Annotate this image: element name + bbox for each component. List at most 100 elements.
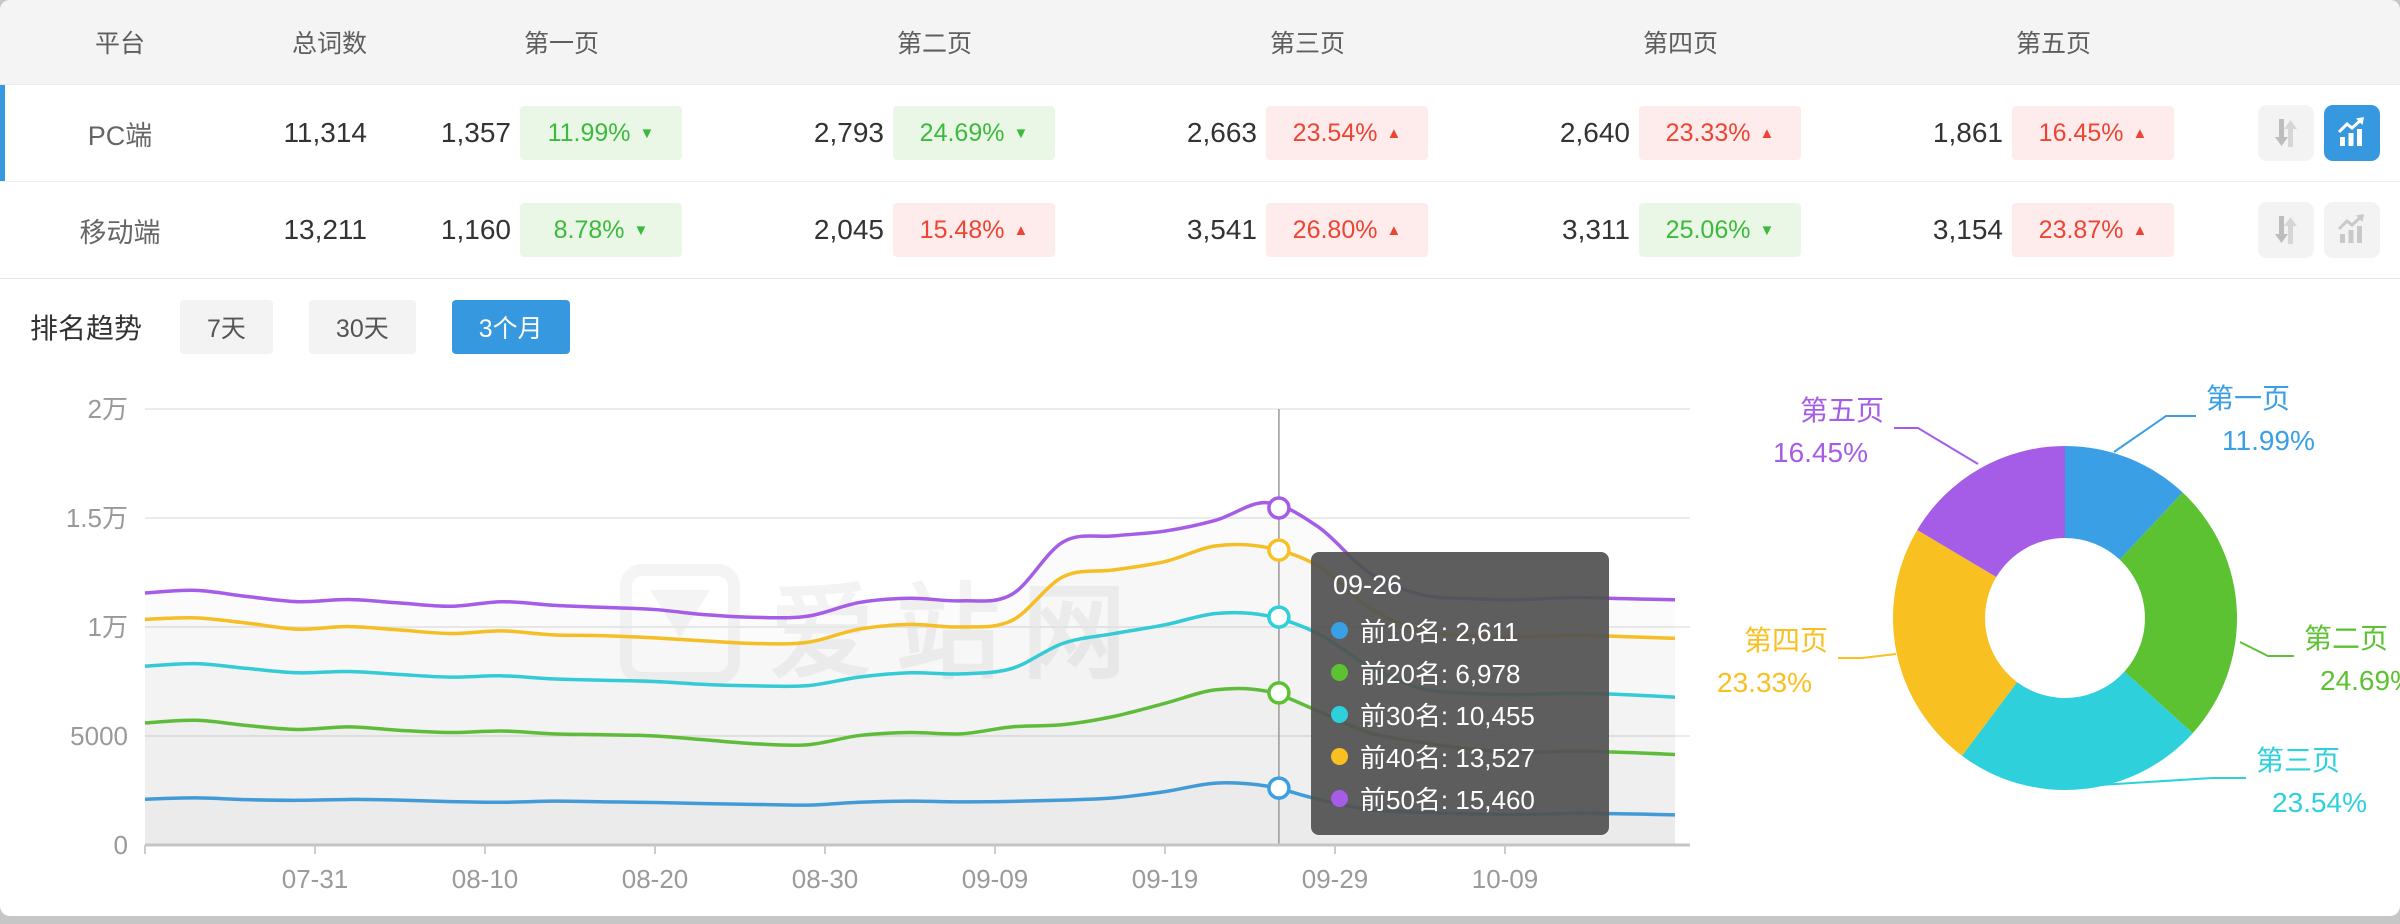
table-body: PC端 11,314 1,357 11.99% ▼ 2,793 24.69% ▼ 2,663 23… — [0, 85, 2400, 279]
x-axis-label: 08-10 — [452, 864, 519, 894]
page-3-cell: 3,541 26.80% ▲ — [1121, 203, 1494, 257]
arrow-down-icon: ▼ — [1759, 221, 1775, 239]
charts-region: 爱站网 050001万1.5万2万07-3108-1008-2008-3009-… — [0, 370, 2400, 916]
change-percent: 23.87% — [2038, 215, 2124, 244]
change-percent: 23.33% — [1665, 118, 1751, 147]
trend-range-tabs: 7天 30天 3个月 — [180, 300, 570, 354]
arrow-up-icon: ▲ — [1759, 124, 1775, 142]
tooltip-item: 前20名: 6,978 — [1331, 651, 1589, 693]
page-distribution-donut-chart[interactable]: 第一页 11.99% 第二页 24.69% 第三页 23.54% 第四页 23.33% 第五页 1… — [1700, 370, 2400, 916]
change-badge: 24.69% ▼ — [893, 106, 1055, 160]
donut-slice-第三页[interactable] — [1961, 671, 2193, 790]
arrow-up-icon: ▲ — [2132, 124, 2148, 142]
trend-title: 排名趋势 — [30, 313, 143, 344]
arrow-up-icon: ▲ — [1386, 221, 1402, 239]
donut-label-percent: 11.99% — [2222, 425, 2315, 456]
y-axis-label: 1.5万 — [66, 503, 128, 533]
row-actions — [2240, 202, 2400, 258]
chart-tooltip: 09-26 前10名: 2,611 前20名: 6,978 前30名: 10,455 前… — [1311, 552, 1609, 835]
table-col-header-2: 第一页 — [523, 30, 599, 58]
y-axis-label: 2万 — [88, 394, 128, 424]
donut-slice-第二页[interactable] — [2119, 492, 2237, 734]
x-axis-label: 07-31 — [282, 864, 349, 894]
label-line-第四页 — [1838, 653, 1897, 659]
table-col-header-0: 平台 — [94, 30, 145, 58]
tooltip-item-text: 前40名: 13,527 — [1360, 742, 1535, 773]
label-line-第一页 — [2113, 415, 2196, 453]
sort-arrows-icon — [2275, 216, 2297, 244]
hover-marker-前40名 — [1267, 538, 1291, 562]
page-5-cell: 3,154 23.87% ▲ — [1867, 203, 2240, 257]
series-dot-icon — [1331, 789, 1348, 807]
series-dot-icon — [1331, 705, 1348, 723]
change-badge: 26.80% ▲ — [1266, 203, 1428, 257]
donut-label-percent: 23.54% — [2272, 787, 2367, 818]
change-percent: 26.80% — [1292, 215, 1378, 244]
page-count: 3,154 — [1932, 214, 2003, 245]
arrow-up-icon: ▲ — [1386, 124, 1402, 142]
tooltip-item-text: 前10名: 2,611 — [1360, 616, 1519, 647]
series-dot-icon — [1331, 663, 1348, 681]
donut-slice-第五页[interactable] — [1917, 446, 2065, 578]
change-badge: 25.06% ▼ — [1639, 203, 1801, 257]
page-2-cell: 2,793 24.69% ▼ — [748, 106, 1121, 160]
x-axis-label: 08-30 — [792, 864, 859, 894]
y-axis-label: 5000 — [70, 721, 128, 751]
page-count: 3,311 — [1562, 214, 1630, 245]
sort-button[interactable] — [2258, 202, 2314, 258]
trend-chart-button[interactable] — [2324, 202, 2380, 258]
tooltip-item: 前10名: 2,611 — [1331, 609, 1589, 651]
donut-slice-第四页[interactable] — [1893, 529, 2018, 756]
change-percent: 23.54% — [1292, 118, 1378, 147]
trend-chart-button[interactable] — [2324, 105, 2380, 161]
page-count: 1,357 — [440, 117, 511, 148]
change-percent: 15.48% — [919, 215, 1005, 244]
series-dot-icon — [1331, 621, 1348, 639]
change-badge: 15.48% ▲ — [893, 203, 1055, 257]
table-col-header-6: 第五页 — [2015, 30, 2091, 58]
donut-label-percent: 16.45% — [1773, 437, 1868, 468]
change-badge: 23.33% ▲ — [1639, 106, 1801, 160]
x-axis-label: 09-09 — [962, 864, 1029, 894]
tooltip-item-text: 前30名: 10,455 — [1360, 700, 1535, 731]
arrow-down-icon: ▼ — [1013, 124, 1029, 142]
tooltip-date: 09-26 — [1333, 570, 1403, 600]
donut-label-name: 第四页 — [1744, 625, 1828, 656]
page-count: 1,160 — [440, 214, 511, 245]
trend-line-chart[interactable]: 0 5000 1万 1.5万 2万 07-31 08-10 08-20 08-30 09-09 09… — [0, 370, 1700, 916]
arrow-up-icon: ▲ — [1013, 221, 1029, 239]
tooltip-item: 前50名: 15,460 — [1331, 777, 1589, 819]
page-3-cell: 2,663 23.54% ▲ — [1121, 106, 1494, 160]
trend-toolbar: 排名趋势 7天 30天 3个月 — [0, 281, 2400, 373]
table-row-移动端[interactable]: 移动端 13,211 1,160 8.78% ▼ 2,045 15.48% ▲ 3,541 26.… — [0, 181, 2400, 278]
y-axis-label: 0 — [114, 830, 128, 860]
change-percent: 24.69% — [919, 118, 1005, 147]
table-header-row: 平台 总词数 第一页 第二页 第三页 第四页 第五页 — [0, 0, 2400, 85]
tab-30天[interactable]: 30天 — [308, 300, 416, 354]
tab-7天[interactable]: 7天 — [180, 300, 273, 354]
change-percent: 8.78% — [553, 215, 625, 244]
hover-marker-前10名 — [1267, 776, 1291, 800]
line-bar-chart-icon — [2337, 214, 2364, 243]
donut-slice-第一页[interactable] — [2065, 446, 2183, 560]
tooltip-item-text: 前50名: 15,460 — [1360, 784, 1535, 815]
page-count: 2,640 — [1559, 117, 1630, 148]
tooltip-item: 前30名: 10,455 — [1331, 693, 1589, 735]
series-dot-icon — [1331, 747, 1348, 765]
page-2-cell: 2,045 15.48% ▲ — [748, 203, 1121, 257]
sort-button[interactable] — [2258, 105, 2314, 161]
x-axis-label: 08-20 — [622, 864, 689, 894]
platform-label: 移动端 — [79, 217, 161, 248]
page-count: 2,663 — [1186, 117, 1257, 148]
table-row-PC端[interactable]: PC端 11,314 1,357 11.99% ▼ 2,793 24.69% ▼ 2,663 23… — [0, 85, 2400, 181]
table-col-header-1: 总词数 — [291, 30, 367, 58]
page-count: 2,793 — [813, 117, 884, 148]
label-line-第二页 — [2239, 641, 2294, 657]
donut-label-name: 第三页 — [2256, 745, 2340, 776]
change-badge: 8.78% ▼ — [520, 203, 682, 257]
tab-3个月[interactable]: 3个月 — [451, 300, 570, 354]
y-axis-label: 1万 — [88, 612, 128, 642]
total-keywords-value: 11,314 — [283, 117, 367, 148]
tooltip-item-text: 前20名: 6,978 — [1360, 658, 1521, 689]
